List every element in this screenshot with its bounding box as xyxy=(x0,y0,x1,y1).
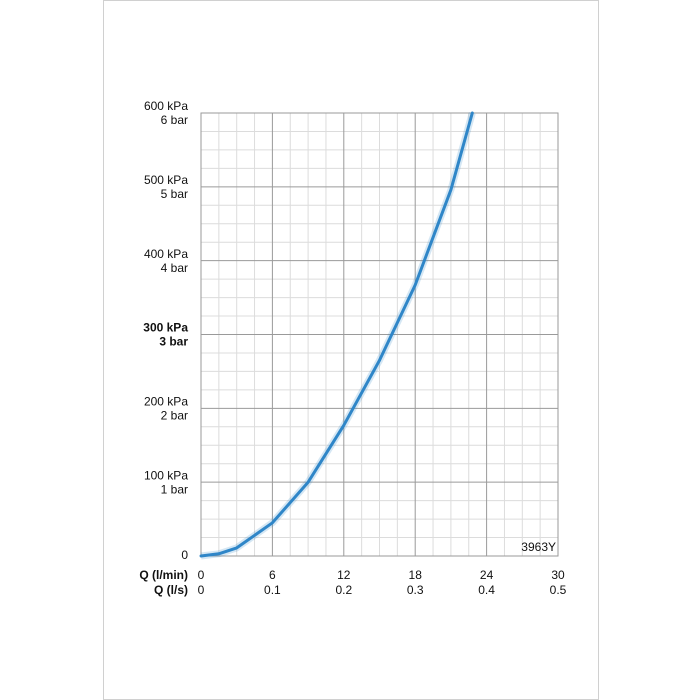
y2-tick-label: 2 bar xyxy=(161,409,188,423)
x-tick-label: 0 xyxy=(198,568,205,582)
y-tick-label: 400 kPa xyxy=(144,247,188,261)
curve xyxy=(199,111,474,558)
x2-axis-label: Q (l/s) xyxy=(154,583,188,597)
x-tick-label: 18 xyxy=(409,568,423,582)
y2-tick-label: 6 bar xyxy=(161,113,188,127)
y-tick-label: 500 kPa xyxy=(144,173,188,187)
x-axis-label: Q (l/min) xyxy=(139,568,188,582)
y-tick-label: 0 xyxy=(181,548,188,562)
x2-tick-label: 0.2 xyxy=(335,583,352,597)
x-tick-label: 30 xyxy=(551,568,565,582)
x2-tick-label: 0.5 xyxy=(550,583,567,597)
y2-tick-label: 3 bar xyxy=(159,335,188,349)
x-tick-label: 6 xyxy=(269,568,276,582)
y2-tick-label: 5 bar xyxy=(161,187,188,201)
card xyxy=(103,0,599,700)
y-tick-label: 600 kPa xyxy=(144,99,188,113)
x2-tick-label: 0.3 xyxy=(407,583,424,597)
x-tick-label: 12 xyxy=(337,568,351,582)
annotation: 3963Y xyxy=(521,540,556,554)
x2-tick-label: 0.1 xyxy=(264,583,281,597)
y2-tick-label: 4 bar xyxy=(161,261,188,275)
x2-tick-label: 0 xyxy=(198,583,205,597)
y-tick-label: 200 kPa xyxy=(144,395,188,409)
y-tick-label: 300 kPa xyxy=(143,321,188,335)
x2-tick-label: 0.4 xyxy=(478,583,495,597)
plot-frame xyxy=(200,112,559,557)
y2-tick-label: 1 bar xyxy=(161,482,188,496)
y-tick-label: 100 kPa xyxy=(144,468,188,482)
x-tick-label: 24 xyxy=(480,568,494,582)
